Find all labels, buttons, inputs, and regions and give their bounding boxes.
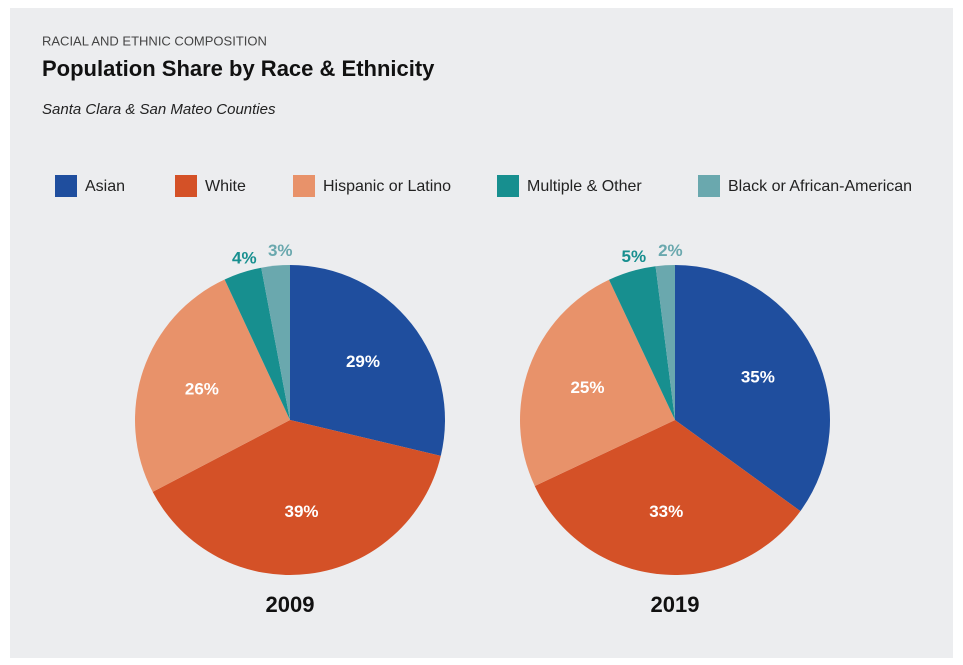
pie-slice	[152, 420, 441, 575]
legend-swatch	[293, 175, 315, 197]
pie-slice	[655, 265, 675, 420]
pie-title: 2009	[266, 592, 315, 617]
pie-slice	[135, 279, 290, 492]
pie-title: 2019	[651, 592, 700, 617]
data-label: 4%	[232, 249, 257, 268]
data-label: 29%	[346, 352, 380, 371]
pie-slice	[609, 266, 675, 420]
pie-slice	[224, 267, 290, 420]
data-label: 25%	[570, 378, 604, 397]
data-label: 26%	[185, 380, 219, 399]
pie-slice	[261, 265, 290, 420]
pie-slice	[675, 265, 830, 512]
legend-label: White	[205, 178, 246, 195]
legend-swatch	[175, 175, 197, 197]
data-label: 35%	[741, 367, 775, 386]
legend-label: Asian	[85, 178, 125, 195]
data-label: 2%	[658, 241, 683, 260]
pie-slice	[534, 420, 801, 575]
data-label: 5%	[622, 247, 647, 266]
eyebrow: RACIAL AND ETHNIC COMPOSITION	[42, 33, 267, 48]
legend-label: Hispanic or Latino	[323, 178, 451, 195]
data-label: 39%	[285, 502, 319, 521]
legend-label: Black or African-American	[728, 178, 912, 195]
pie-slice	[520, 279, 675, 486]
subtitle: Santa Clara & San Mateo Counties	[42, 101, 276, 118]
legend-label: Multiple & Other	[527, 178, 642, 195]
legend-swatch	[55, 175, 77, 197]
chart-title: Population Share by Race & Ethnicity	[42, 56, 435, 81]
legend-swatch	[497, 175, 519, 197]
pie-slice	[290, 265, 445, 456]
data-label: 33%	[649, 502, 683, 521]
data-label: 3%	[268, 241, 293, 260]
legend-swatch	[698, 175, 720, 197]
